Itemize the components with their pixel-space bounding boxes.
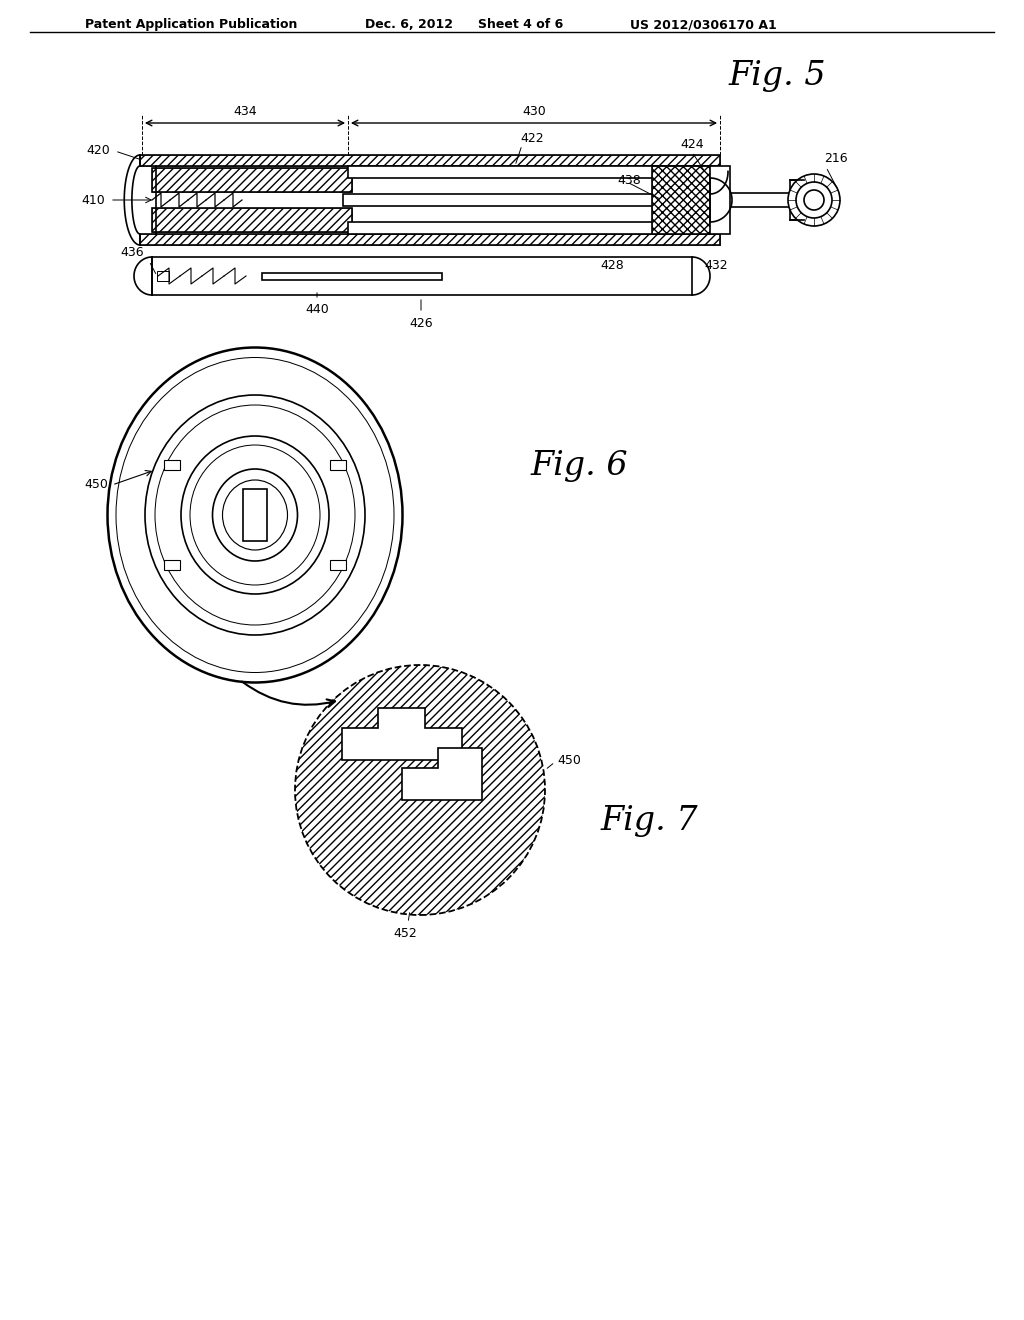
Bar bbox=[652, 166, 714, 234]
Polygon shape bbox=[402, 748, 482, 800]
Ellipse shape bbox=[108, 347, 402, 682]
Bar bbox=[164, 459, 180, 470]
Text: 430: 430 bbox=[522, 106, 546, 117]
Bar bbox=[330, 561, 346, 570]
Bar bbox=[152, 168, 352, 191]
Text: 428: 428 bbox=[600, 259, 624, 272]
Circle shape bbox=[295, 665, 545, 915]
Polygon shape bbox=[342, 708, 462, 760]
Ellipse shape bbox=[222, 480, 288, 550]
Bar bbox=[348, 166, 710, 178]
Text: 432: 432 bbox=[705, 259, 728, 272]
Bar bbox=[710, 166, 730, 234]
Text: 440: 440 bbox=[305, 304, 329, 315]
Text: 450: 450 bbox=[84, 479, 108, 491]
Text: Patent Application Publication: Patent Application Publication bbox=[85, 18, 297, 30]
Bar bbox=[652, 166, 714, 234]
Text: 216: 216 bbox=[824, 152, 848, 165]
Bar bbox=[140, 154, 720, 166]
Ellipse shape bbox=[145, 395, 365, 635]
Ellipse shape bbox=[213, 469, 298, 561]
Bar bbox=[140, 154, 720, 166]
Circle shape bbox=[804, 190, 824, 210]
Bar bbox=[343, 194, 798, 206]
Bar bbox=[790, 180, 804, 220]
Text: Dec. 6, 2012: Dec. 6, 2012 bbox=[365, 18, 453, 30]
Bar bbox=[140, 234, 720, 246]
Text: Fig. 6: Fig. 6 bbox=[530, 450, 628, 482]
Bar bbox=[262, 272, 442, 280]
Ellipse shape bbox=[190, 445, 319, 585]
Bar bbox=[152, 209, 352, 232]
Text: 420: 420 bbox=[86, 144, 110, 157]
Circle shape bbox=[788, 174, 840, 226]
Text: Sheet 4 of 6: Sheet 4 of 6 bbox=[478, 18, 563, 30]
Text: 424: 424 bbox=[680, 139, 703, 150]
Text: 434: 434 bbox=[233, 106, 257, 117]
Text: 436: 436 bbox=[121, 246, 144, 259]
Text: 450: 450 bbox=[557, 754, 581, 767]
Bar bbox=[152, 168, 352, 191]
Text: 438: 438 bbox=[617, 173, 641, 186]
Bar bbox=[720, 193, 790, 207]
Circle shape bbox=[796, 182, 831, 218]
Bar bbox=[157, 271, 169, 281]
Bar bbox=[164, 561, 180, 570]
Ellipse shape bbox=[155, 405, 355, 624]
Text: 426: 426 bbox=[410, 317, 433, 330]
Bar bbox=[140, 234, 720, 246]
Bar bbox=[152, 257, 692, 294]
Bar bbox=[243, 488, 267, 541]
Bar bbox=[152, 209, 352, 232]
Text: 452: 452 bbox=[393, 927, 417, 940]
Bar bbox=[330, 459, 346, 470]
Ellipse shape bbox=[116, 358, 394, 672]
Text: Fig. 7: Fig. 7 bbox=[600, 805, 697, 837]
Text: US 2012/0306170 A1: US 2012/0306170 A1 bbox=[630, 18, 777, 30]
Text: 422: 422 bbox=[520, 132, 544, 145]
Text: 410: 410 bbox=[81, 194, 105, 206]
Text: Fig. 5: Fig. 5 bbox=[728, 59, 825, 92]
Bar bbox=[348, 222, 710, 234]
Ellipse shape bbox=[181, 436, 329, 594]
